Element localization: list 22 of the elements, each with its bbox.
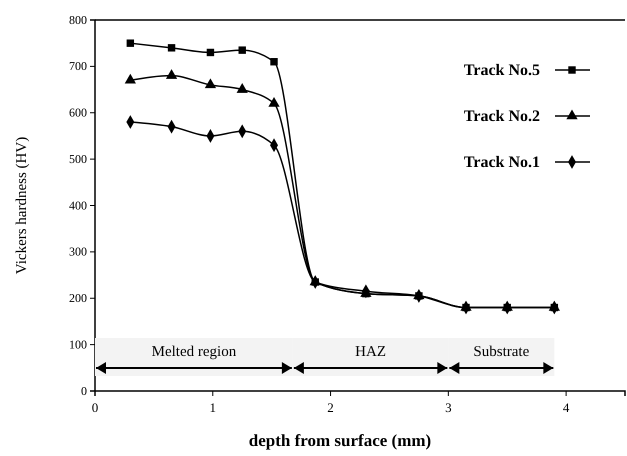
legend-label: Track No.2	[464, 108, 540, 125]
y-tick-label: 600	[69, 106, 87, 120]
y-tick-label: 200	[69, 291, 87, 306]
band-label: Melted region	[152, 344, 237, 360]
x-tick-label: 2	[327, 400, 334, 415]
y-tick-label: 700	[69, 59, 87, 74]
y-tick-label: 400	[69, 198, 87, 212]
x-tick-label: 1	[210, 400, 216, 415]
band-label: HAZ	[355, 344, 386, 360]
band-label: Substrate	[473, 344, 530, 360]
y-tick-label: 500	[69, 152, 87, 166]
legend-label: Track No.1	[464, 154, 540, 171]
x-tick-label: 4	[562, 400, 570, 415]
y-tick-label: 800	[69, 12, 87, 27]
x-axis-title: depth from surface (mm)	[248, 431, 432, 450]
y-axis-title: Vickers hardness (HV)	[14, 136, 30, 274]
y-tick-label: 0	[81, 384, 87, 398]
x-tick-label: 0	[92, 400, 98, 415]
legend-label: Track No.5	[464, 62, 540, 79]
y-tick-label: 100	[69, 337, 87, 352]
x-tick-label: 3	[445, 400, 452, 415]
y-tick-label: 300	[69, 244, 87, 259]
